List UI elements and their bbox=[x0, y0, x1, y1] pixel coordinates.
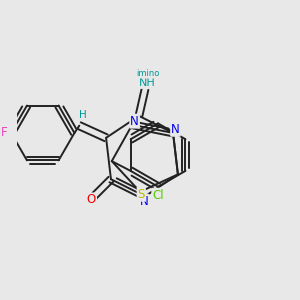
Text: O: O bbox=[87, 194, 96, 206]
Text: H: H bbox=[79, 110, 87, 120]
Text: Cl: Cl bbox=[152, 189, 164, 202]
Text: NH: NH bbox=[139, 78, 156, 88]
Text: F: F bbox=[1, 127, 7, 140]
Text: imino: imino bbox=[136, 69, 159, 78]
Text: N: N bbox=[171, 123, 180, 136]
Text: S: S bbox=[138, 188, 145, 201]
Text: N: N bbox=[140, 195, 148, 208]
Text: N: N bbox=[130, 115, 139, 128]
